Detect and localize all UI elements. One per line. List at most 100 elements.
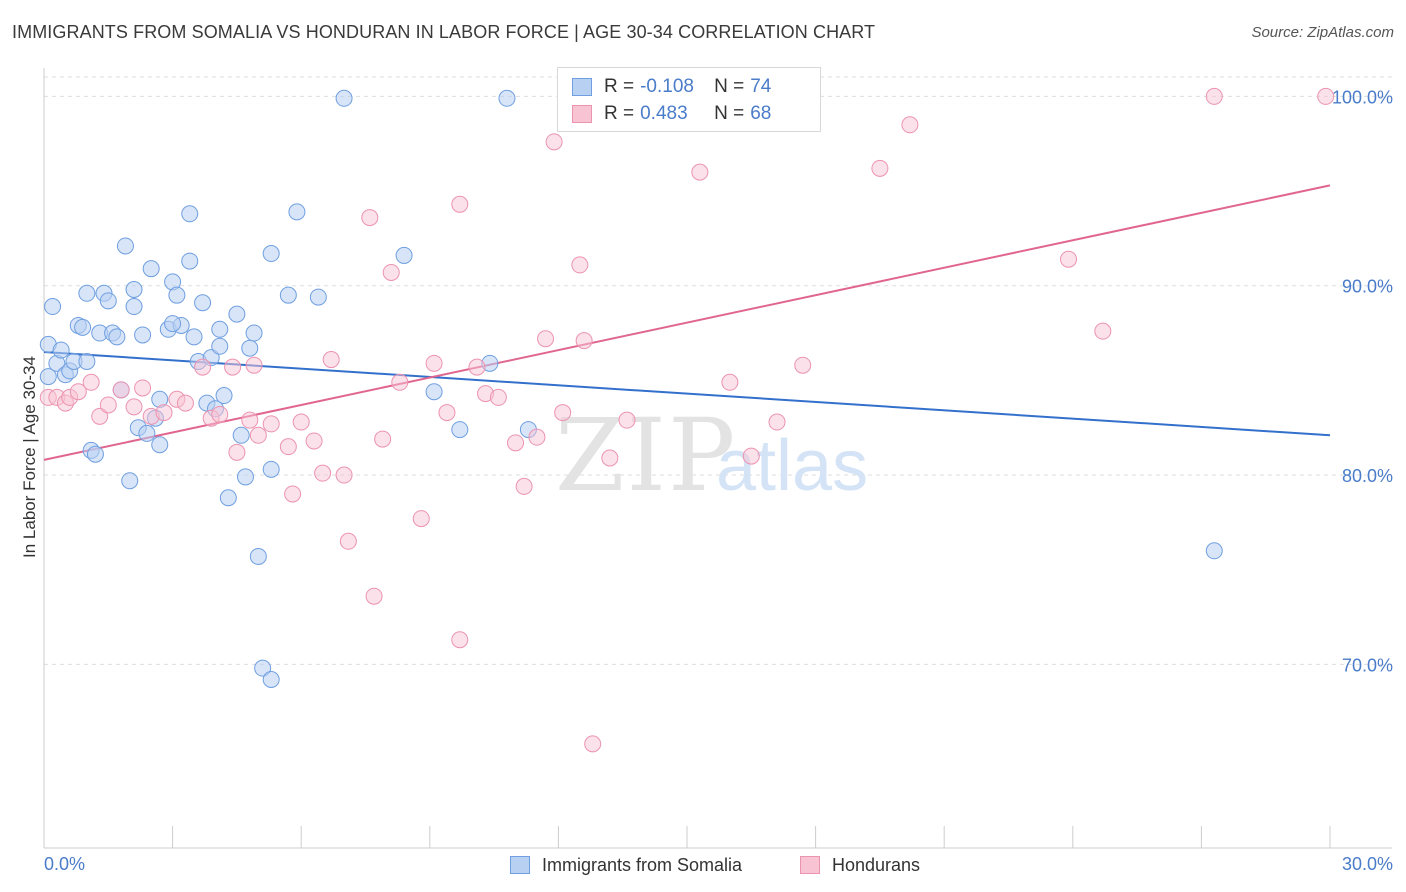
data-point-somalia [211, 337, 229, 355]
data-point-honduran [279, 438, 297, 456]
data-point-honduran [451, 195, 469, 213]
x-tick-label-max: 30.0% [1342, 854, 1393, 874]
data-point-honduran [571, 256, 589, 274]
data-point-somalia [168, 286, 186, 304]
data-point-somalia [39, 368, 57, 386]
data-point-honduran [134, 379, 152, 397]
data-point-honduran [584, 735, 602, 753]
data-point-honduran [112, 381, 130, 399]
data-point-somalia [86, 445, 104, 463]
legend-r-label: R = [604, 103, 635, 124]
data-point-honduran [489, 388, 507, 406]
data-point-honduran [691, 163, 709, 181]
data-point-honduran [322, 351, 340, 369]
data-point-honduran [91, 407, 109, 425]
correlation-legend: R = -0.108 N = 74 R = 0.483 N = 68 [557, 67, 821, 132]
data-point-somalia [125, 281, 143, 299]
legend-row-honduran: R = 0.483 N = 68 [572, 102, 771, 126]
trend-line-honduran [43, 184, 1331, 461]
data-point-somalia [249, 547, 267, 565]
data-point-honduran [361, 209, 379, 227]
data-point-honduran [176, 394, 194, 412]
gridlines [44, 76, 1392, 665]
data-point-somalia [99, 292, 117, 310]
data-point-honduran [601, 449, 619, 467]
data-point-honduran [365, 587, 383, 605]
legend-r-label: R = [604, 76, 635, 97]
data-point-honduran [335, 466, 353, 484]
data-point-somalia [185, 328, 203, 346]
series-honduran-points [39, 87, 1335, 753]
data-point-somalia [108, 328, 126, 346]
data-point-somalia [236, 468, 254, 486]
data-point-somalia [1205, 542, 1223, 560]
data-point-honduran [391, 373, 409, 391]
y-tick-label: 100.0% [1332, 87, 1393, 107]
data-point-honduran [1317, 87, 1335, 105]
data-point-honduran [155, 404, 173, 422]
y-axis-label: In Labor Force | Age 30-34 [20, 356, 39, 558]
bottom-legend-somalia: Immigrants from Somalia [510, 853, 742, 877]
data-point-somalia [425, 383, 443, 401]
data-point-somalia [309, 288, 327, 306]
legend-n-label: N = [714, 103, 745, 124]
data-point-honduran [374, 430, 392, 448]
legend-n-value: 74 [750, 76, 772, 97]
y-tick-label: 90.0% [1342, 277, 1393, 297]
legend-n-label: N = [714, 76, 745, 97]
data-point-somalia [142, 260, 160, 278]
data-point-somalia [78, 352, 96, 370]
axes [43, 68, 1392, 849]
bottom-legend-swatch-somalia [510, 856, 530, 874]
data-point-somalia [134, 326, 152, 344]
data-point-honduran [99, 396, 117, 414]
data-point-honduran [262, 415, 280, 433]
tick-labels: 70.0% 80.0% 90.0% 100.0% 0.0% 30.0% [44, 87, 1393, 874]
data-point-somalia [451, 421, 469, 439]
data-point-honduran [245, 356, 263, 374]
data-point-honduran [305, 432, 323, 450]
data-point-somalia [232, 426, 250, 444]
data-point-somalia [181, 205, 199, 223]
data-point-honduran [228, 443, 246, 461]
data-point-honduran [82, 373, 100, 391]
data-point-honduran [438, 404, 456, 422]
data-point-somalia [116, 237, 134, 255]
bottom-legend-label-somalia: Immigrants from Somalia [542, 854, 743, 875]
data-point-somalia [498, 89, 516, 107]
data-point-honduran [721, 373, 739, 391]
data-point-somalia [215, 387, 233, 405]
watermark-zip: ZIP [555, 397, 737, 514]
watermark: ZIP atlas [555, 397, 868, 514]
data-point-honduran [412, 510, 430, 528]
data-point-honduran [1205, 87, 1223, 105]
y-tick-label: 80.0% [1342, 466, 1393, 486]
data-point-honduran [451, 631, 469, 649]
data-point-somalia [288, 203, 306, 221]
data-point-honduran [125, 398, 143, 416]
data-point-somalia [211, 320, 229, 338]
source-attribution: Source: ZipAtlas.com [1251, 24, 1394, 41]
data-point-honduran [194, 358, 212, 376]
data-point-honduran [224, 358, 242, 376]
data-point-honduran [537, 330, 555, 348]
data-point-honduran [871, 159, 889, 177]
legend-r-value: -0.108 [640, 76, 694, 97]
data-point-honduran [339, 532, 357, 550]
data-point-somalia [194, 294, 212, 312]
data-point-somalia [125, 298, 143, 316]
data-point-somalia [44, 298, 62, 316]
data-point-somalia [254, 659, 272, 677]
data-point-somalia [279, 286, 297, 304]
data-point-honduran [1094, 322, 1112, 340]
y-tick-label: 70.0% [1342, 655, 1393, 675]
data-point-honduran [241, 411, 259, 429]
legend-n-value: 68 [750, 103, 772, 124]
data-point-honduran [468, 358, 486, 376]
data-point-somalia [262, 460, 280, 478]
data-point-honduran [554, 404, 572, 422]
data-point-somalia [335, 89, 353, 107]
data-point-honduran [768, 413, 786, 431]
data-point-honduran [425, 354, 443, 372]
